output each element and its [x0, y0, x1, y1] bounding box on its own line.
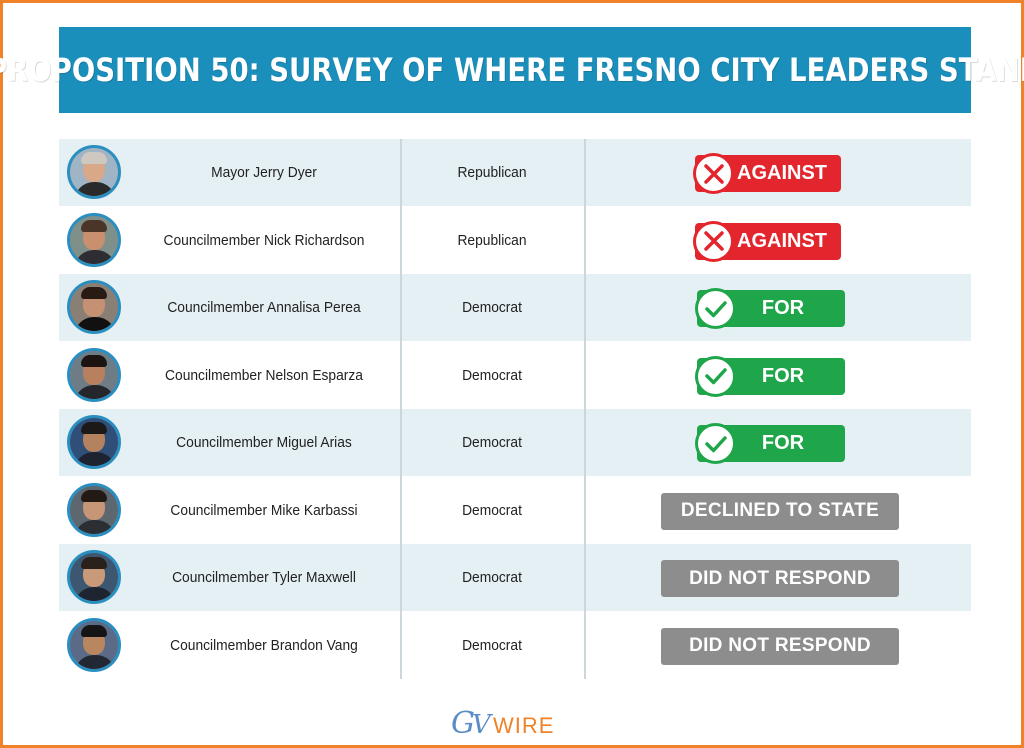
leader-name: Councilmember Nelson Esparza: [165, 366, 363, 384]
leader-name: Mayor Jerry Dyer: [211, 164, 317, 181]
stance-badge: AGAINST: [693, 153, 841, 194]
stance-badge: DID NOT RESPOND: [661, 560, 899, 597]
stance-badge: DID NOT RESPOND: [661, 627, 899, 665]
party-affiliation: Democrat: [462, 569, 522, 586]
party-affiliation: Democrat: [462, 636, 522, 654]
stance-label: FOR: [761, 432, 805, 454]
table-row: Councilmember Mike Karbassi Democrat DECLI…: [59, 477, 971, 544]
leader-name: Councilmember Nick Richardson: [163, 231, 365, 249]
stance-label: AGAINST: [737, 229, 827, 252]
party-affiliation: Republican: [457, 231, 527, 249]
avatar: [67, 280, 121, 334]
avatar: [67, 482, 121, 537]
stance-label: FOR: [761, 364, 805, 387]
checkmark-icon: [695, 355, 736, 397]
table-row: Councilmember Brandon Vang Democrat DID NO…: [59, 612, 971, 679]
avatar: [67, 617, 121, 672]
party-affiliation: Democrat: [462, 434, 522, 451]
leader-name: Councilmember Annalisa Perea: [167, 299, 361, 316]
avatar: [67, 212, 121, 267]
table-row: Councilmember Nick Richardson Republican A…: [59, 207, 971, 274]
title-banner: PROPOSITION 50: SURVEY OF WHERE FRESNO C…: [0, 27, 1024, 113]
column-divider-party: [400, 139, 402, 679]
party-affiliation: Democrat: [462, 299, 522, 316]
leader-name: Councilmember Miguel Arias: [176, 434, 352, 451]
x-mark-icon: [693, 153, 734, 194]
leader-name: Councilmember Mike Karbassi: [170, 501, 358, 519]
svg-text:V: V: [472, 710, 493, 740]
column-divider-stance: [584, 139, 586, 679]
table-row: Councilmember Miguel Arias Democrat FOR: [59, 409, 971, 476]
stance-label: DID NOT RESPOND: [689, 635, 871, 656]
table-row: Councilmember Tyler Maxwell Democrat DID N…: [59, 544, 971, 611]
leader-name: Councilmember Brandon Vang: [170, 636, 358, 654]
stance-label: DECLINED TO STATE: [680, 500, 880, 521]
checkmark-icon: [695, 288, 736, 329]
svg-text:WIRE: WIRE: [493, 713, 554, 738]
stance-badge: FOR: [695, 288, 845, 329]
page-title: PROPOSITION 50: SURVEY OF WHERE FRESNO C…: [0, 51, 1024, 89]
stance-badge: FOR: [695, 355, 845, 397]
gvwire-logo: G V WIRE: [451, 706, 554, 741]
avatar: [67, 145, 121, 199]
stance-label: AGAINST: [737, 162, 827, 184]
stance-label: DID NOT RESPOND: [689, 567, 871, 589]
stance-badge: AGAINST: [693, 220, 841, 262]
party-affiliation: Democrat: [462, 366, 522, 384]
party-affiliation: Democrat: [462, 501, 522, 519]
svg-text:G: G: [451, 706, 475, 741]
table-row: Councilmember Nelson Esparza Democrat FOR: [59, 342, 971, 409]
avatar: [67, 550, 121, 604]
table-row: Mayor Jerry Dyer Republican AGAINST: [59, 139, 971, 206]
table-row: Councilmember Annalisa Perea Democrat FOR: [59, 274, 971, 341]
stance-label: FOR: [761, 297, 805, 319]
leader-name: Councilmember Tyler Maxwell: [172, 569, 356, 586]
avatar: [67, 415, 121, 469]
stance-badge: FOR: [695, 423, 845, 464]
party-affiliation: Republican: [457, 164, 527, 181]
stance-badge: DECLINED TO STATE: [661, 492, 899, 530]
checkmark-icon: [695, 423, 736, 464]
avatar: [67, 347, 121, 402]
x-mark-icon: [693, 220, 734, 262]
